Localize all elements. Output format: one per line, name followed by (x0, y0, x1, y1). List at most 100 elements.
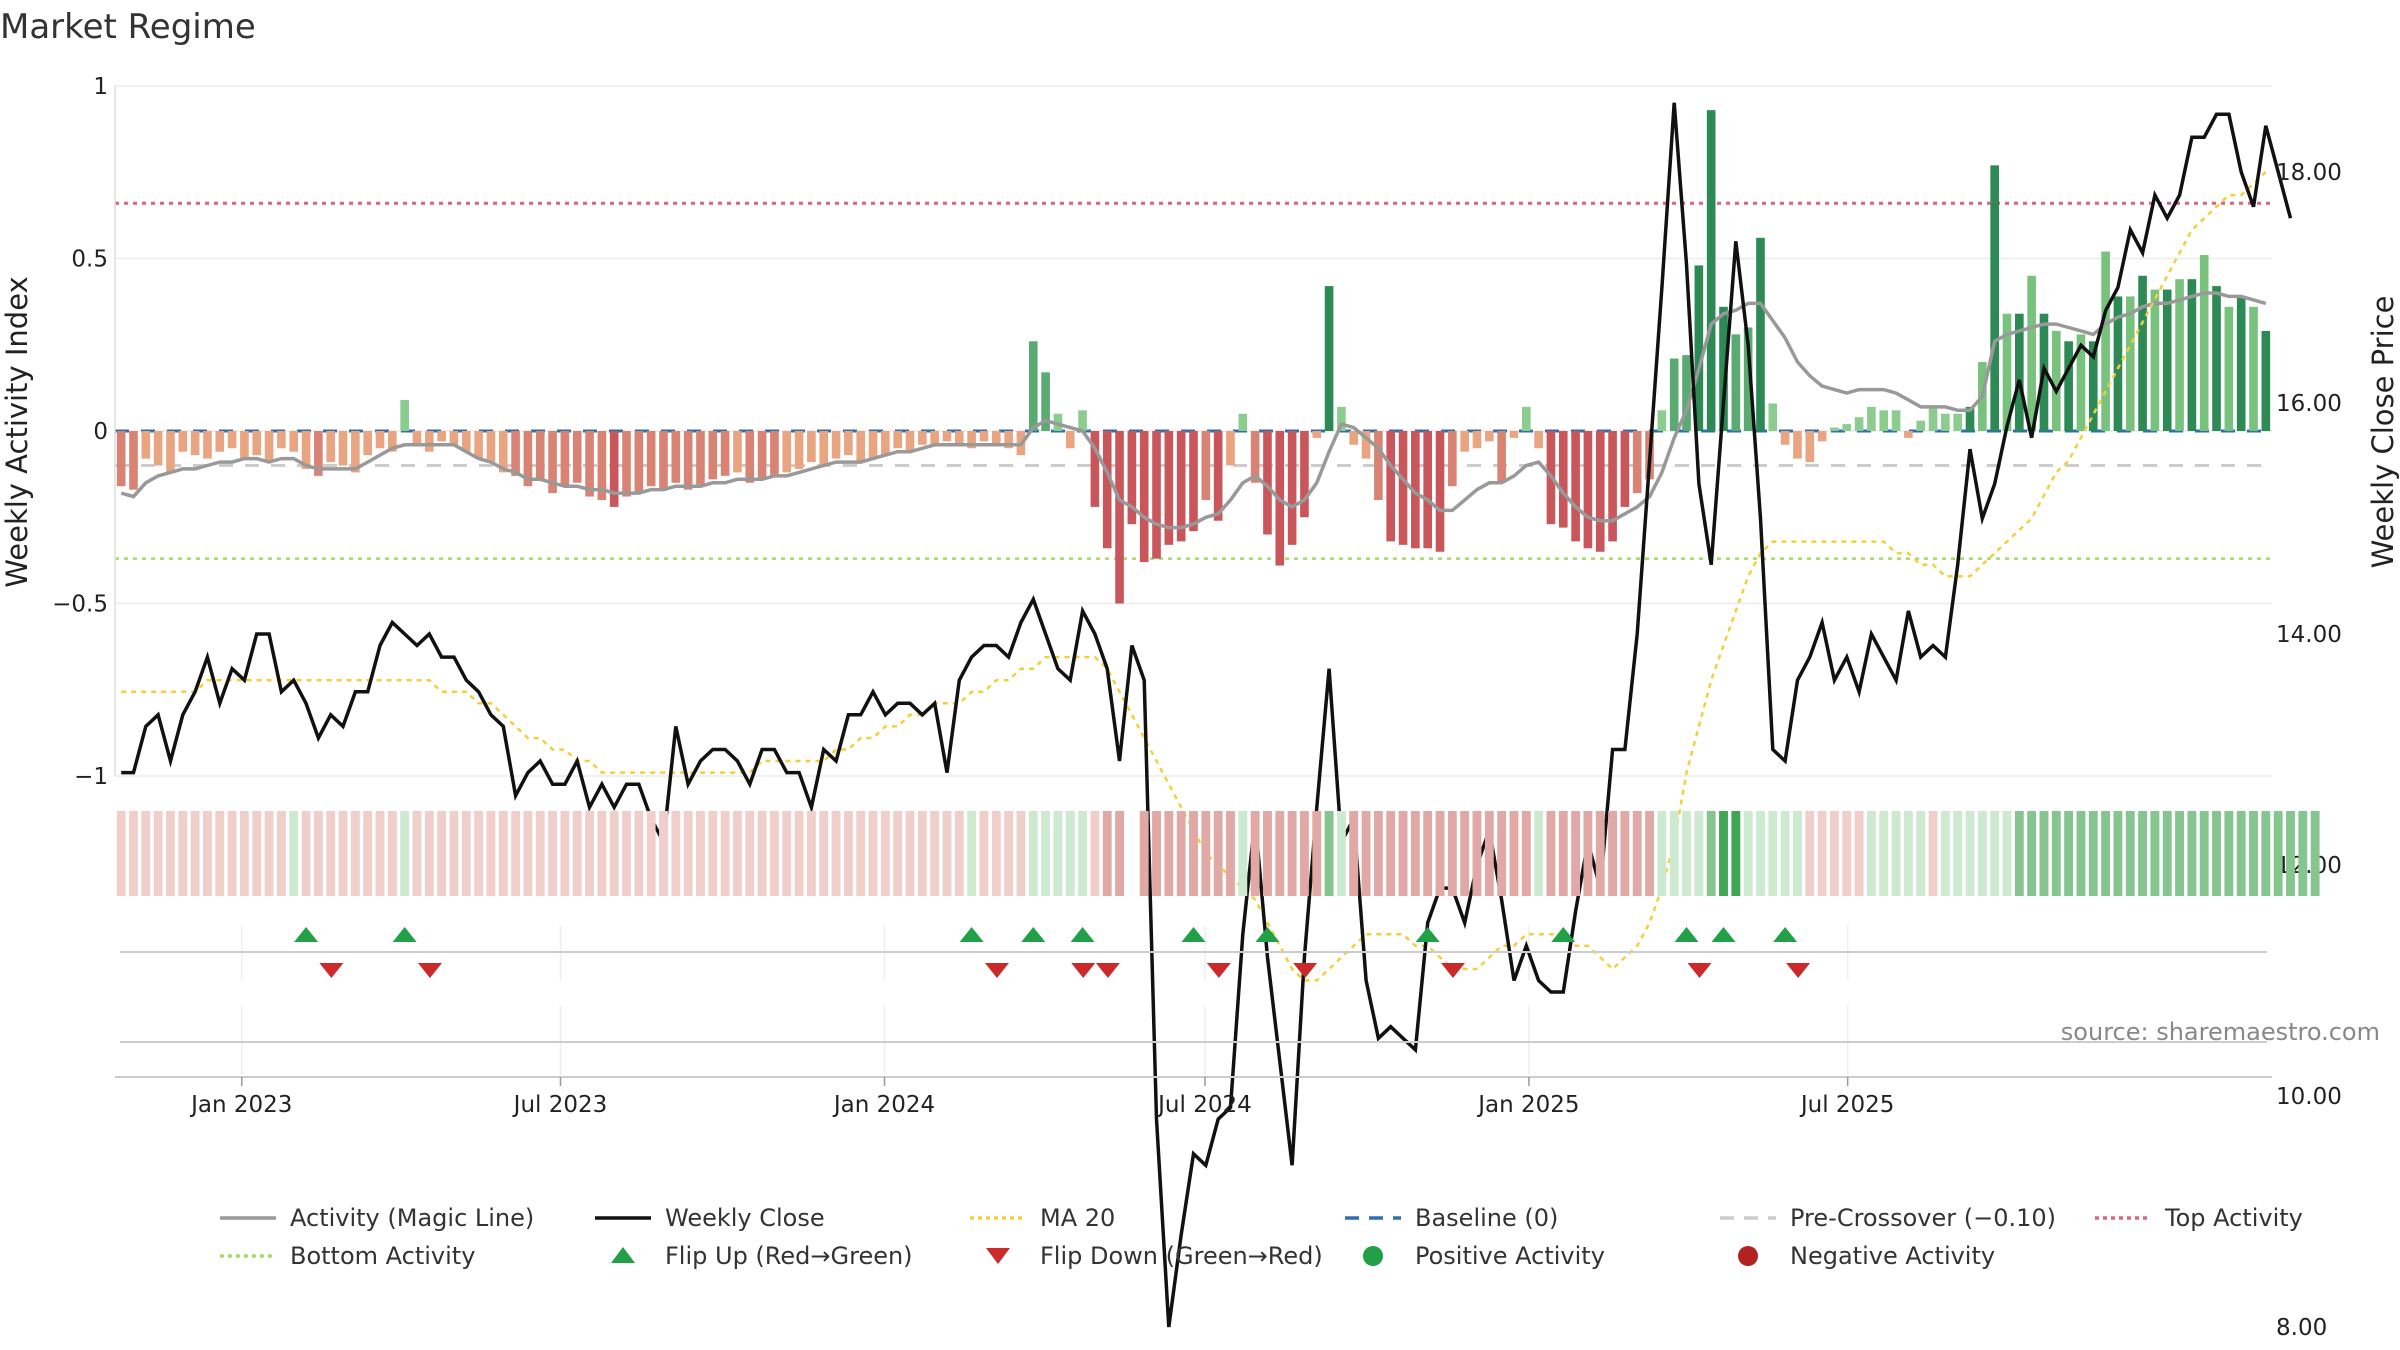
regime-cell (375, 811, 385, 896)
bar-positive (2076, 334, 2086, 431)
regime-cell (326, 811, 336, 896)
bar-negative (264, 431, 274, 463)
flip-down-marker (319, 963, 344, 978)
regime-cell (1928, 811, 1938, 896)
bar-negative (646, 431, 656, 487)
regime-cell (745, 811, 755, 896)
bar-negative (314, 431, 323, 476)
regime-cell (1201, 811, 1211, 896)
bar-positive (1078, 410, 1087, 431)
regime-cell (967, 811, 977, 896)
bar-negative (1152, 431, 1161, 559)
bar-negative (153, 431, 163, 466)
bar-positive (2051, 330, 2061, 431)
bar-negative (548, 431, 557, 494)
flip-up-marker (1711, 927, 1736, 942)
regime-cell (1004, 811, 1014, 896)
bar-negative (511, 431, 520, 476)
bar-negative (1583, 431, 1593, 549)
regime-cell (523, 811, 533, 896)
y2-tick-label: 14.00 (2276, 622, 2342, 648)
bar-negative (116, 431, 126, 487)
regime-cell (1263, 811, 1272, 896)
flip-down-marker (1095, 963, 1120, 978)
regime-cell (1250, 811, 1260, 896)
regime-cell (1632, 811, 1642, 896)
bar-negative (1361, 431, 1371, 459)
regime-cell (1620, 811, 1630, 896)
flip-down-marker (1206, 963, 1231, 978)
regime-cell (1793, 811, 1802, 896)
bar-negative (1176, 431, 1186, 542)
regime-cell (1521, 811, 1531, 896)
regime-cell (1829, 811, 1839, 896)
bar-negative (585, 431, 594, 497)
x-axis: Jan 2023 Jul 2023 Jan 2024 Jul 2024 Jan 2025… (115, 1076, 2272, 1118)
bar-negative (166, 431, 175, 473)
x-tick-label: Jan 2023 (189, 1092, 292, 1118)
bar-positive (400, 399, 409, 431)
regime-cell (1534, 811, 1544, 896)
regime-cell (1817, 811, 1827, 896)
bar-negative (1632, 431, 1642, 494)
bar-negative (449, 431, 459, 445)
regime-cell (819, 811, 829, 896)
bar-negative (881, 431, 890, 456)
bar-positive (1916, 420, 1926, 431)
legend-label: Baseline (0) (1415, 1204, 1558, 1232)
bar-negative (819, 431, 829, 466)
y2-tick-label: 10.00 (2276, 1084, 2342, 1110)
bar-negative (363, 431, 372, 456)
bar-positive (1719, 306, 1728, 431)
regime-cell (671, 811, 681, 896)
regime-cell (1423, 811, 1433, 896)
bar-negative (1127, 431, 1137, 525)
regime-cell (2249, 811, 2258, 896)
legend-flip-down-icon (986, 1248, 1010, 1264)
legend-dot-icon (1738, 1246, 1758, 1266)
bar-negative (1287, 431, 1297, 545)
regime-cell (856, 811, 866, 896)
bar-negative (178, 431, 188, 452)
regime-cell (585, 811, 594, 896)
bar-negative (535, 431, 545, 480)
regime-cell (1842, 811, 1852, 896)
y2-tick-label: 18.00 (2276, 160, 2342, 186)
bar-negative (129, 431, 138, 490)
bar-positive (1694, 265, 1704, 431)
regime-cell (1719, 811, 1728, 896)
regime-cell (1805, 811, 1815, 896)
regime-cell (2175, 811, 2184, 896)
legend-label: Positive Activity (1415, 1242, 1605, 1270)
bar-positive (1867, 406, 1876, 431)
regime-cell (264, 811, 274, 896)
bar-negative (683, 431, 693, 490)
regime-cell (622, 811, 631, 896)
bar-negative (1374, 431, 1383, 500)
regime-cell (338, 811, 348, 896)
flip-up-marker (1181, 927, 1206, 942)
bar-positive (2187, 279, 2197, 431)
bar-negative (1386, 431, 1396, 542)
regime-cell (116, 811, 126, 896)
bar-negative (1004, 431, 1013, 449)
bar-negative (954, 431, 964, 445)
bar-positive (2261, 330, 2271, 431)
bar-negative (141, 431, 151, 459)
bar-negative (1534, 431, 1543, 449)
regime-cell (1324, 811, 1334, 896)
bar-negative (930, 431, 939, 445)
regime-cell (2298, 811, 2308, 896)
y2-tick-label: 16.00 (2276, 391, 2342, 417)
regime-cell (2162, 811, 2172, 896)
bar-negative (326, 431, 336, 463)
regime-cell (733, 811, 742, 896)
regime-cell (215, 811, 225, 896)
regime-cell (1312, 811, 1322, 896)
flip-up-marker (294, 927, 319, 942)
bar-negative (893, 431, 902, 449)
regime-cell (1965, 811, 1975, 896)
regime-cell (2088, 811, 2098, 896)
regime-cell (597, 811, 607, 896)
bar-negative (1793, 431, 1802, 459)
